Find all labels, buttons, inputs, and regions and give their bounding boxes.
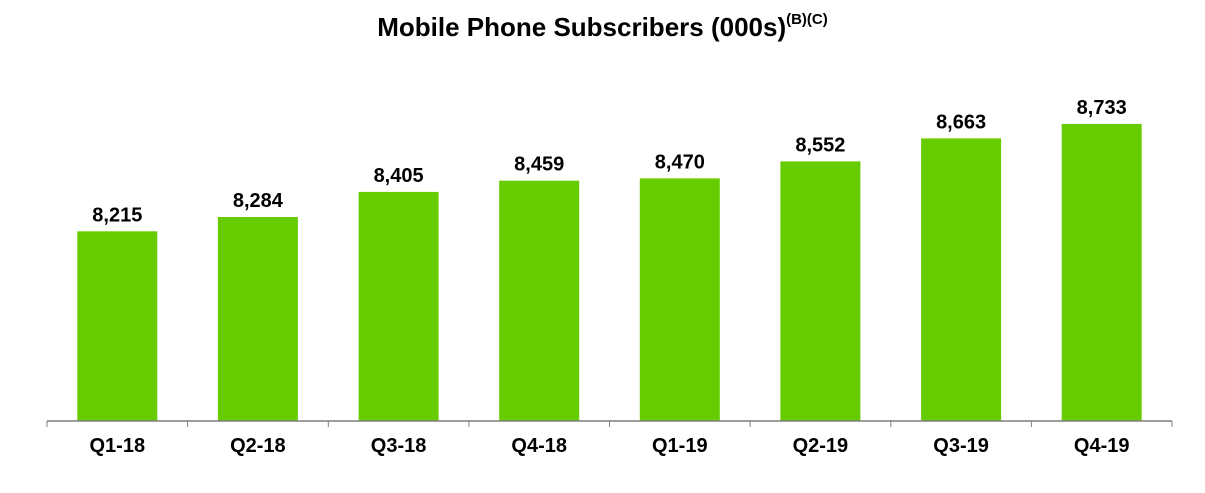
x-tick-label-q2-18: Q2-18 [230, 435, 286, 457]
bar-q2-19 [780, 161, 861, 421]
x-tick-label-q4-19: Q4-19 [1074, 435, 1130, 457]
data-label-q4-18: 8,459 [514, 154, 564, 176]
data-label-q2-19: 8,552 [795, 134, 845, 156]
bar-q3-18 [358, 191, 439, 421]
x-tick-label-q2-19: Q2-19 [793, 435, 849, 457]
bar-q4-19 [1061, 123, 1142, 422]
bar-q2-18 [217, 217, 298, 421]
data-label-q2-18: 8,284 [233, 190, 284, 212]
bar-q1-18 [77, 231, 158, 421]
x-tick-label-q1-18: Q1-18 [90, 435, 146, 457]
data-label-q3-18: 8,405 [374, 165, 424, 187]
data-label-q1-19: 8,470 [655, 151, 705, 173]
bar-q3-19 [921, 138, 1002, 421]
data-label-q1-18: 8,215 [92, 204, 142, 226]
chart-title-text: Mobile Phone Subscribers (000s) [377, 12, 787, 42]
x-tick-label-q3-18: Q3-18 [371, 435, 427, 457]
chart-title-superscript: (B)(C) [786, 11, 828, 29]
data-label-q3-19: 8,663 [936, 111, 986, 133]
chart-title: Mobile Phone Subscribers (000s)(B)(C) [0, 11, 1205, 43]
x-tick-label-q3-19: Q3-19 [933, 435, 989, 457]
x-tick-label-q1-19: Q1-19 [652, 435, 708, 457]
data-label-q4-19: 8,733 [1077, 97, 1127, 119]
bar-q1-19 [639, 178, 720, 421]
bar-q4-18 [499, 180, 580, 421]
x-tick-label-q4-18: Q4-18 [511, 435, 567, 457]
